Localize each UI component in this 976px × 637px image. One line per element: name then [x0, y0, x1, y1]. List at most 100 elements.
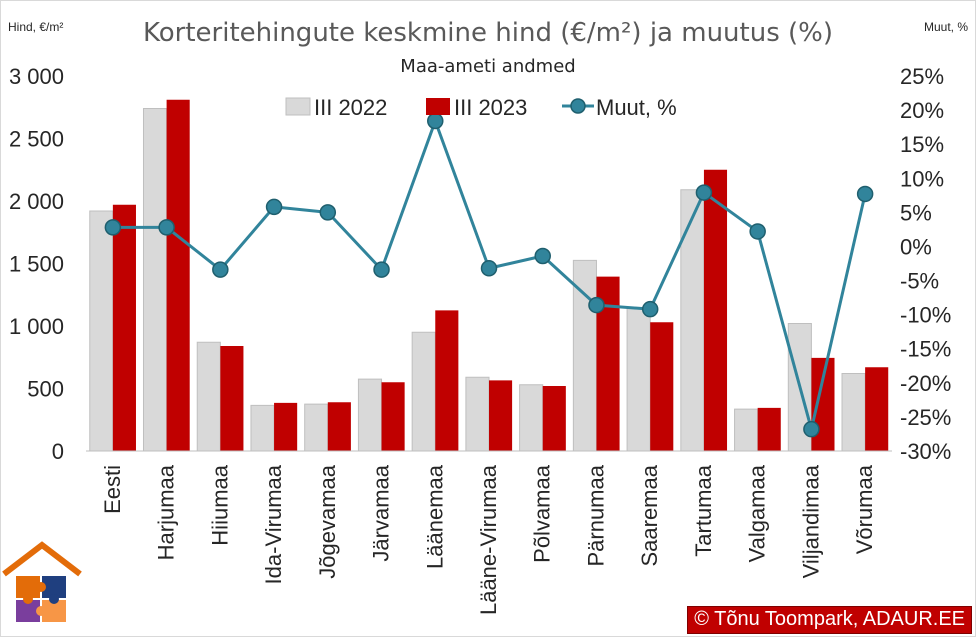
- bar-2022: [626, 308, 651, 452]
- x-category-label: Valgamaa: [745, 464, 770, 562]
- y-right-tick-label: -10%: [900, 303, 951, 328]
- bar-2022: [196, 341, 221, 452]
- x-category-label: Lääne-Virumaa: [476, 464, 501, 615]
- legend-swatch-2023: [426, 98, 450, 115]
- y-right-tick-label: -30%: [900, 439, 951, 464]
- y-left-tick-label: 3 000: [9, 64, 64, 89]
- bar-2022: [680, 189, 705, 452]
- marker-change: [534, 247, 551, 265]
- y-right-tick-label: 5%: [900, 200, 932, 225]
- bar-2023: [757, 407, 781, 451]
- x-category-label: Läänemaa: [422, 464, 447, 569]
- adaur-logo: [2, 541, 82, 622]
- bar-2022: [357, 378, 383, 452]
- bar-2022: [841, 373, 866, 452]
- right-axis-unit: Muut, %: [924, 20, 968, 34]
- left-axis-unit: Hind, €/m²: [8, 20, 63, 34]
- marker-change: [427, 112, 444, 130]
- plot-area: 0 500 1 000 1 500 2 000 2 500 3 000 -30% -25% -20…: [9, 64, 951, 615]
- y-right-tick-label: 10%: [900, 166, 944, 191]
- marker-change: [749, 223, 766, 240]
- marker-change: [803, 420, 820, 438]
- marker-change: [641, 300, 659, 318]
- legend-label-2023: III 2023: [454, 95, 527, 120]
- x-category-label: Saaremaa: [637, 464, 662, 566]
- bar-2022: [734, 408, 759, 452]
- x-category-label: Põlvamaa: [530, 464, 555, 563]
- bar-2023: [381, 382, 405, 451]
- bar-2022: [89, 210, 114, 452]
- logo-puzzle-piece-3: [16, 600, 40, 622]
- x-category-label: Hiiumaa: [207, 464, 232, 545]
- legend-marker-change: [570, 98, 586, 114]
- x-category-label: Viljandimaa: [798, 464, 823, 578]
- bar-2022: [519, 384, 544, 452]
- bar-2023: [811, 357, 835, 451]
- y-left-tick-label: 2 500: [9, 127, 64, 152]
- bar-2023: [274, 402, 298, 451]
- bar-2023: [435, 310, 459, 451]
- bar-2023: [542, 386, 566, 451]
- y-right-tick-label: -20%: [900, 371, 951, 396]
- logo-puzzle-knob-4: [36, 606, 46, 616]
- x-category-label: Järvamaa: [369, 464, 394, 561]
- marker-change: [158, 219, 175, 236]
- y-right-tick-label: 0%: [900, 234, 932, 259]
- logo-puzzle-knob-1: [36, 582, 46, 592]
- x-category-label: Võrumaa: [852, 464, 877, 554]
- marker-change: [695, 184, 713, 201]
- chart-title: Korteritehingute keskmine hind (€/m²) ja…: [143, 18, 833, 48]
- y-right-tick-label: -15%: [900, 337, 951, 362]
- bar-2023: [489, 380, 513, 451]
- y-right-tick-label: -5%: [900, 269, 939, 294]
- y-left-tick-label: 500: [27, 377, 64, 402]
- bar-2023: [112, 204, 136, 451]
- marker-change: [373, 261, 390, 278]
- y-left-tick-label: 2 000: [9, 189, 64, 214]
- legend-label-2022: III 2022: [314, 95, 387, 120]
- x-category-label: Ida-Virumaa: [261, 464, 286, 584]
- bar-2022: [250, 404, 275, 452]
- bar-2023: [327, 402, 351, 451]
- logo-puzzle-piece-1: [16, 576, 40, 598]
- y-right-tick-label: 20%: [900, 98, 944, 123]
- x-category-label: Eesti: [100, 465, 125, 514]
- x-category-label: Tartumaa: [691, 464, 716, 556]
- logo-roof-icon: [2, 541, 82, 577]
- copyright-badge: © Tõnu Toompark, ADAUR.EE: [687, 606, 972, 634]
- legend: III 2022 III 2023 Muut, %: [285, 95, 677, 120]
- logo-puzzle-piece-4: [42, 600, 66, 622]
- bar-2022: [304, 403, 329, 452]
- chart-subtitle: Maa-ameti andmed: [400, 56, 575, 77]
- logo-puzzle-piece-2: [42, 576, 66, 598]
- logo-puzzle-knob-3: [49, 594, 59, 604]
- bar-2023: [596, 276, 620, 451]
- bar-2022: [142, 108, 168, 452]
- x-category-label: Harjumaa: [154, 464, 179, 560]
- bar-2022: [411, 331, 436, 452]
- bar-2023: [166, 99, 190, 451]
- x-category-label: Pärnumaa: [583, 464, 608, 566]
- y-right-tick-label: 15%: [900, 132, 944, 157]
- x-category-label: Jõgevamaa: [315, 464, 340, 579]
- y-left-tick-label: 1 000: [9, 314, 64, 339]
- bar-2023: [703, 169, 728, 451]
- marker-change: [856, 185, 874, 203]
- marker-change: [212, 261, 229, 278]
- marker-change: [480, 260, 498, 277]
- y-left-tick-label: 0: [52, 439, 64, 464]
- legend-swatch-2022: [285, 97, 311, 116]
- logo-puzzle-knob-2: [23, 594, 33, 604]
- marker-change: [588, 296, 605, 314]
- bar-2022: [465, 376, 490, 452]
- marker-change: [104, 219, 122, 236]
- bar-2023: [650, 322, 674, 451]
- y-right-tick-label: -25%: [900, 405, 951, 430]
- marker-change: [319, 204, 337, 221]
- bar-2023: [865, 367, 889, 451]
- bar-2023: [220, 346, 244, 451]
- y-left-tick-label: 1 500: [9, 252, 64, 277]
- marker-change: [265, 198, 283, 216]
- legend-label-change: Muut, %: [596, 95, 677, 120]
